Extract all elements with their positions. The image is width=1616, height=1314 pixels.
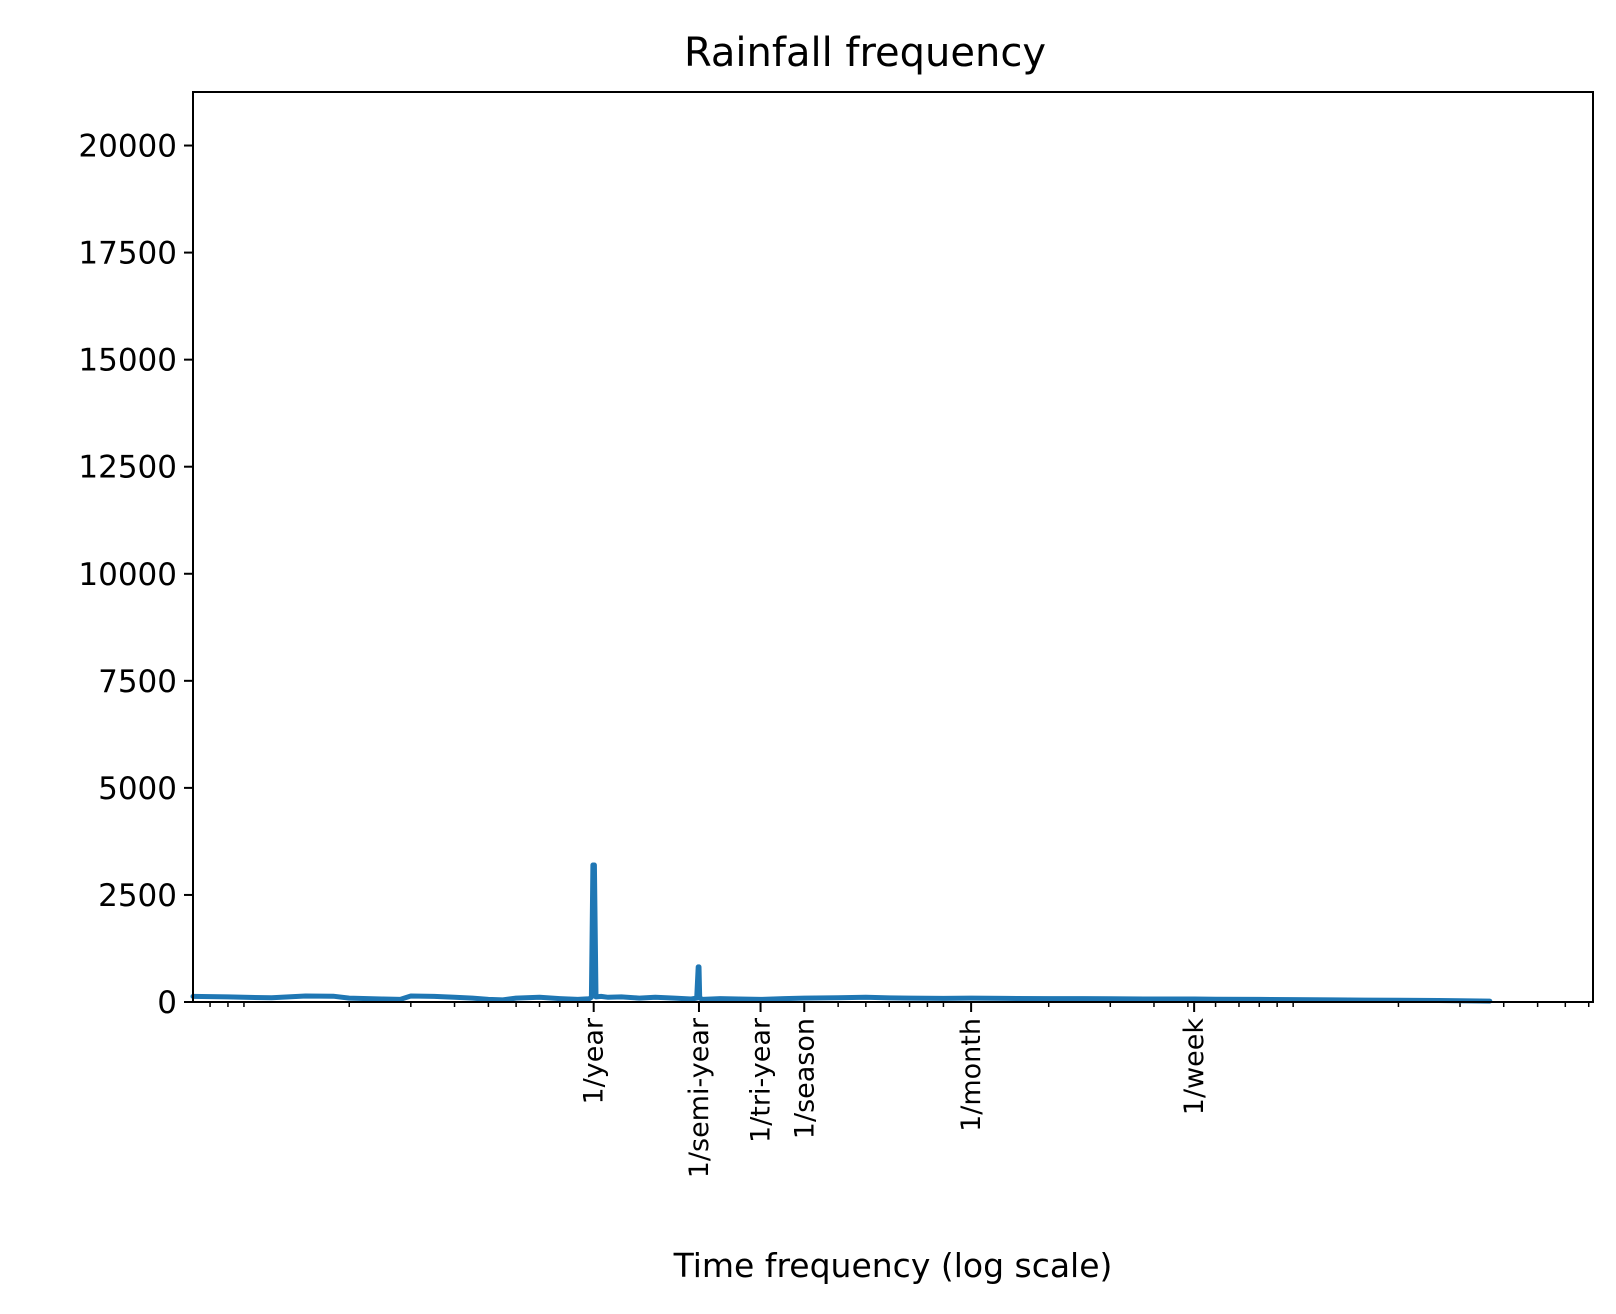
x-tick-label: 1/season: [789, 1018, 820, 1139]
chart-title: Rainfall frequency: [684, 30, 1046, 76]
y-tick-label: 15000: [78, 343, 177, 379]
x-tick-label: 1/tri-year: [746, 1017, 777, 1143]
x-tick-label: 1/month: [956, 1018, 987, 1132]
x-axis: 1/year 1/semi-year 1/tri-year 1/season 1/mon…: [209, 1002, 1590, 1178]
y-tick-label: 0: [157, 985, 177, 1021]
y-tick-label: 17500: [78, 236, 177, 272]
y-tick-label: 20000: [78, 129, 177, 165]
y-tick-label: 10000: [78, 557, 177, 593]
plot-area: [190, 862, 1493, 1004]
x-axis-label: Time frequency (log scale): [673, 1246, 1113, 1285]
x-tick-label: 1/semi-year: [684, 1017, 715, 1178]
y-tick-label: 7500: [98, 664, 177, 700]
y-tick-label: 2500: [98, 878, 177, 914]
x-tick-label: 1/year: [579, 1017, 610, 1104]
y-tick-label: 12500: [78, 450, 177, 486]
plot-frame: [192, 91, 1594, 1003]
series-line-0: [190, 862, 1493, 1004]
y-axis: 0 2500 5000 7500 10000 12500 15000 17500 20000: [78, 129, 193, 1021]
x-tick-label: 1/week: [1179, 1018, 1210, 1116]
y-tick-label: 5000: [98, 771, 177, 807]
